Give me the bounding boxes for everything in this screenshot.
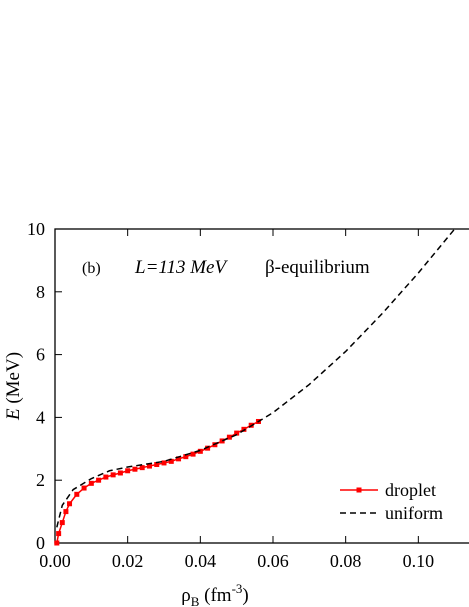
marker	[219, 438, 225, 444]
y-tick-label: 4	[36, 407, 45, 427]
y-axis-label: E (MeV)	[3, 352, 24, 421]
marker	[88, 480, 94, 486]
marker	[168, 458, 174, 464]
legend-label: uniform	[385, 503, 443, 523]
marker	[54, 540, 60, 546]
marker	[146, 463, 152, 469]
marker	[197, 448, 203, 454]
marker	[139, 465, 145, 471]
marker	[56, 531, 62, 537]
marker	[234, 430, 240, 436]
x-tick-label: 0.02	[112, 551, 144, 571]
marker	[63, 509, 69, 515]
y-tick-label: 10	[27, 219, 45, 239]
marker	[132, 466, 138, 472]
marker	[74, 491, 80, 497]
marker	[110, 472, 116, 478]
panel-label: (b)	[82, 260, 101, 277]
x-axis-label: ρB (fm-3)	[181, 581, 249, 607]
marker	[190, 451, 196, 457]
x-tick-label: 0.00	[39, 551, 71, 571]
legend-label: droplet	[385, 480, 436, 500]
annotation: β-equilibrium	[265, 257, 370, 278]
marker	[67, 501, 73, 507]
x-tick-label: 0.04	[185, 551, 217, 571]
marker	[59, 520, 65, 526]
marker	[117, 470, 123, 476]
y-tick-label: 0	[36, 533, 45, 553]
annotation: L=113 MeV	[134, 257, 228, 278]
y-tick-label: 8	[36, 282, 45, 302]
marker	[81, 485, 87, 491]
x-tick-label: 0.06	[257, 551, 289, 571]
y-tick-label: 2	[36, 470, 45, 490]
x-tick-label: 0.08	[330, 551, 362, 571]
series-line	[56, 420, 259, 544]
legend-marker	[356, 487, 362, 493]
marker	[241, 426, 247, 432]
y-tick-label: 6	[36, 345, 45, 365]
marker	[154, 462, 160, 467]
marker	[125, 468, 131, 474]
x-tick-label: 0.10	[403, 551, 435, 571]
marker	[183, 454, 189, 460]
marker	[103, 474, 109, 480]
marker	[161, 460, 167, 466]
marker	[176, 456, 182, 462]
marker	[96, 477, 102, 483]
marker	[226, 434, 232, 440]
marker	[205, 445, 211, 451]
